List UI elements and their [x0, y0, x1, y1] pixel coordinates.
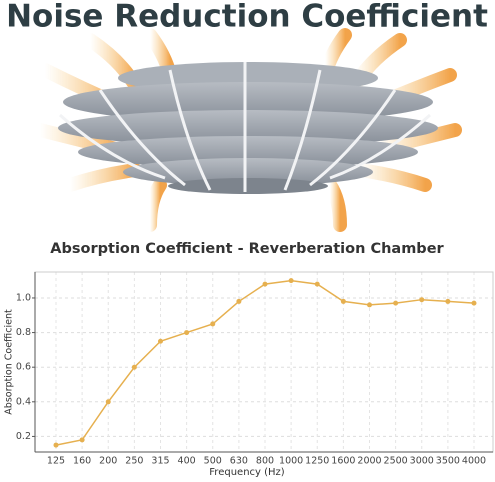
data-point: [184, 330, 190, 336]
x-tick-label: 160: [73, 456, 91, 467]
x-tick-label: 125: [47, 456, 65, 467]
data-point: [210, 321, 216, 327]
y-tick-label: 0.8: [16, 327, 31, 338]
illustration: [33, 28, 462, 232]
x-tick-label: 200: [99, 456, 117, 467]
data-point: [105, 399, 111, 405]
data-point: [419, 297, 425, 303]
x-tick-label: 315: [151, 456, 169, 467]
x-tick-label: 4000: [462, 456, 486, 467]
x-tick-label: 1000: [279, 456, 303, 467]
y-tick-label: 0.6: [16, 362, 31, 373]
x-tick-label: 3000: [410, 456, 434, 467]
y-tick-label: 0.2: [16, 431, 31, 442]
x-tick-label: 1600: [331, 456, 355, 467]
data-point: [262, 281, 268, 287]
y-tick-label: 1.0: [16, 292, 31, 303]
y-tick-label: 0.4: [16, 396, 31, 407]
data-point: [314, 281, 320, 287]
x-tick-label: 2500: [384, 456, 408, 467]
data-point: [367, 302, 372, 308]
data-point: [393, 300, 399, 306]
chart-title: Absorption Coefficient - Reverberation C…: [50, 241, 444, 257]
x-tick-label: 3500: [436, 456, 460, 467]
data-point: [288, 278, 294, 284]
data-point: [445, 298, 451, 304]
page-title: Noise Reduction Coefficient: [6, 0, 488, 35]
x-tick-label: 630: [230, 456, 248, 467]
x-tick-label: 250: [125, 456, 143, 467]
data-point: [236, 298, 242, 304]
data-point: [131, 364, 137, 370]
x-tick-label: 800: [256, 456, 274, 467]
data-point: [340, 298, 346, 304]
plot-frame: [34, 271, 494, 453]
data-point: [53, 442, 59, 448]
data-point: [158, 338, 163, 344]
y-axis-label: Absorption Coefficient: [4, 309, 15, 415]
x-axis-label: Frequency (Hz): [209, 467, 285, 478]
data-point: [471, 300, 477, 306]
x-tick-label: 2000: [357, 456, 381, 467]
x-tick-label: 500: [204, 456, 222, 467]
x-tick-label: 400: [178, 456, 196, 467]
data-point: [79, 437, 85, 443]
x-tick-label: 1250: [305, 456, 329, 467]
